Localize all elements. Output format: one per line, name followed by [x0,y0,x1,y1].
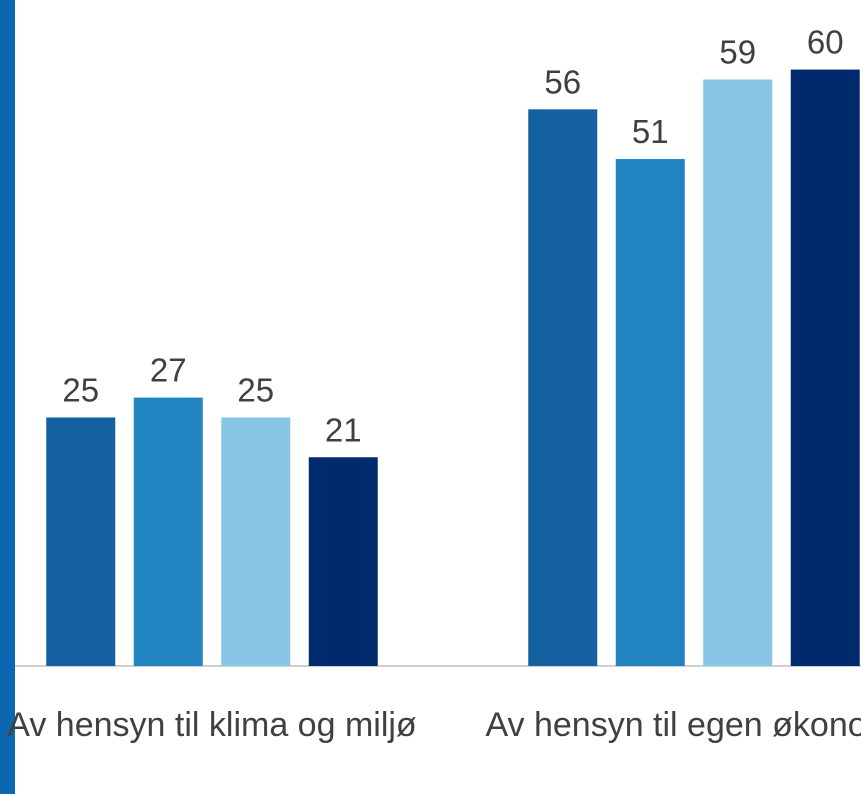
data-label: 59 [719,34,756,71]
left-edge-bar [0,0,15,794]
data-label: 56 [544,63,581,100]
bar [615,159,685,666]
x-tick-label: Av hensyn til egen økonomi [485,706,861,744]
bar [703,79,773,666]
data-label: 25 [237,371,274,408]
bar [528,109,598,667]
bar [46,417,116,666]
bar [221,417,291,666]
data-label: 25 [62,371,99,408]
bar [790,69,860,666]
x-tick-label: Av hensyn til klima og miljø [7,706,417,744]
data-label: 27 [150,352,187,389]
bar [308,457,378,666]
data-label: 51 [632,113,669,150]
data-label: 21 [325,411,362,448]
bar [133,397,203,666]
data-label: 60 [807,24,844,61]
